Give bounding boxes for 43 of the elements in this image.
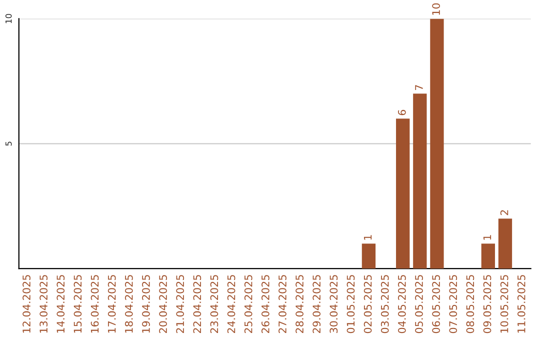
- data-label: 2: [500, 210, 508, 216]
- data-label: 1: [364, 235, 372, 240]
- x-tick-label: 15.04.2025: [74, 275, 82, 333]
- x-tick-label: 16.04.2025: [90, 275, 99, 333]
- x-tick-label: 02.05.2025: [364, 275, 372, 334]
- x-tick-label: 23.04.2025: [210, 275, 218, 334]
- x-tick-label: 21.04.2025: [176, 275, 184, 334]
- data-label: 10: [432, 3, 440, 15]
- x-tick-label: 26.04.2025: [261, 275, 270, 334]
- x-tick-label: 17.04.2025: [108, 275, 116, 333]
- x-tick-label: 22.04.2025: [193, 275, 202, 334]
- x-tick-label: 28.04.2025: [296, 275, 304, 334]
- bar: [430, 18, 444, 269]
- x-tick-label: 19.04.2025: [142, 275, 150, 333]
- x-tick-label: 25.04.2025: [244, 275, 252, 334]
- y-tick-label: 5: [6, 142, 12, 146]
- x-tick-label: 10.05.2025: [500, 275, 508, 333]
- x-tick-label: 04.05.2025: [398, 275, 406, 334]
- x-tick-label: 06.05.2025: [432, 275, 440, 334]
- x-tick-label: 14.04.2025: [56, 275, 65, 333]
- x-tick-label: 05.05.2025: [415, 275, 423, 334]
- x-tick-label: 09.05.2025: [483, 275, 492, 334]
- x-tick-label: 13.04.2025: [40, 275, 48, 333]
- x-tick-label: 12.04.2025: [22, 275, 30, 333]
- x-tick-label: 18.04.2025: [124, 275, 133, 333]
- bar: [481, 244, 495, 269]
- data-label: 1: [483, 235, 492, 240]
- x-tick-label: 27.04.2025: [278, 275, 286, 334]
- x-tick-label: 08.05.2025: [466, 275, 474, 334]
- x-tick-label: 03.05.2025: [380, 275, 389, 334]
- x-tick-label: 01.05.2025: [346, 275, 355, 334]
- x-tick-label: 07.05.2025: [449, 275, 458, 334]
- x-tick-label: 20.04.2025: [159, 275, 167, 334]
- bar: [498, 218, 512, 269]
- data-label: 7: [415, 85, 423, 90]
- bar: [413, 94, 427, 269]
- bar: [396, 118, 410, 269]
- data-label: 6: [398, 110, 406, 116]
- x-tick-label: 29.04.2025: [312, 275, 321, 334]
- x-tick-label: 30.04.2025: [330, 275, 338, 334]
- bar: [362, 244, 376, 269]
- x-tick-label: 24.04.2025: [227, 275, 236, 334]
- x-tick-label: 11.05.2025: [517, 275, 526, 333]
